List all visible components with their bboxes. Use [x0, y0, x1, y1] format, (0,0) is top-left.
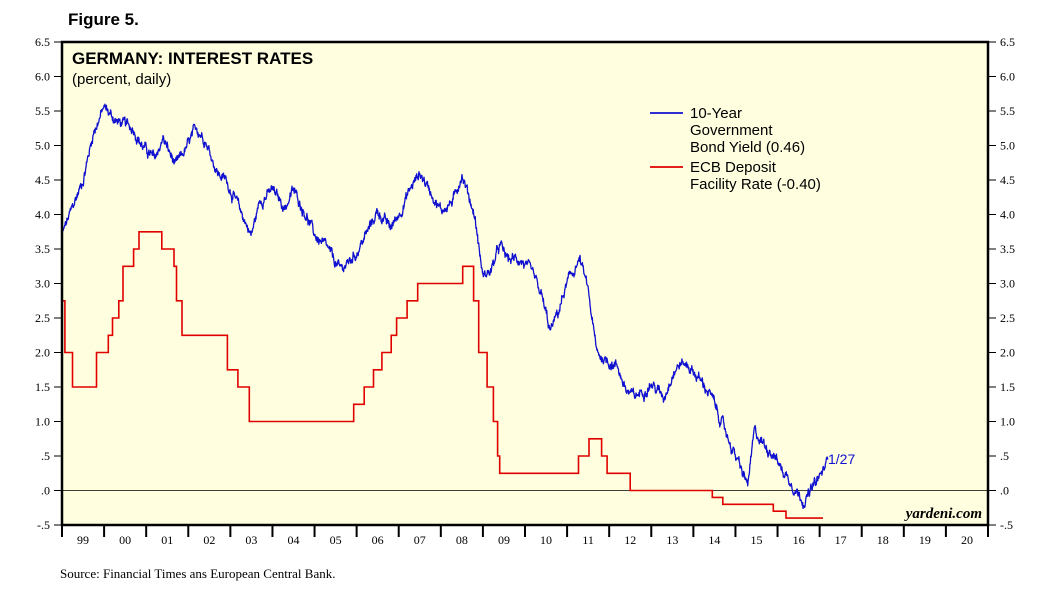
watermark: yardeni.com — [904, 506, 982, 522]
x-tick-label: 11 — [582, 533, 594, 547]
legend-label-bond-yield: 10-Year — [690, 105, 742, 122]
x-tick-label: 04 — [288, 533, 300, 547]
y-tick-label: 1.0 — [1000, 415, 1015, 429]
legend-label-ecb-rate: ECB Deposit — [690, 159, 777, 176]
x-tick-label: 02 — [203, 533, 215, 547]
x-tick-label: 19 — [919, 533, 931, 547]
y-tick-label: 3.0 — [35, 277, 50, 291]
x-axis: 99 00 01 02 03 04 05 06 07 08 09 10 11 12 13 14 15 16 17 18… — [61, 525, 989, 547]
y-tick-label: 4.0 — [1000, 208, 1015, 222]
x-tick-label: 09 — [498, 533, 510, 547]
x-tick-label: 10 — [540, 533, 552, 547]
x-tick-label: 18 — [877, 533, 889, 547]
figure-label: Figure 5. — [68, 10, 139, 29]
y-tick-label: 5.0 — [1000, 139, 1015, 153]
x-tick-label: 20 — [961, 533, 973, 547]
y-tick-label: 3.0 — [1000, 277, 1015, 291]
y-axis-left: 6.5 6.0 5.5 5.0 4.5 4.0 3.5 3.0 2.5 2.0 1.5 1.0 .5 .0… — [35, 35, 62, 532]
chart-title: GERMANY: INTEREST RATES — [72, 49, 313, 68]
x-tick-label: 06 — [372, 533, 384, 547]
x-tick-label: 15 — [751, 533, 763, 547]
y-tick-label: 2.5 — [35, 311, 50, 325]
x-tick-label: 13 — [666, 533, 678, 547]
x-tick-label: 01 — [161, 533, 173, 547]
y-tick-label: -.5 — [1000, 518, 1013, 532]
y-tick-label: 1.0 — [35, 415, 50, 429]
y-tick-label: 1.5 — [35, 380, 50, 394]
y-tick-label: 6.0 — [35, 70, 50, 84]
y-tick-label: .5 — [41, 449, 50, 463]
y-tick-label: 5.5 — [35, 104, 50, 118]
x-tick-label: 00 — [119, 533, 131, 547]
y-tick-label: 1.5 — [1000, 380, 1015, 394]
y-axis-right: 6.5 6.0 5.5 5.0 4.5 4.0 3.5 3.0 2.5 2.0 1.5 1.0 .5 .0… — [988, 35, 1015, 532]
x-tick-label: 05 — [330, 533, 342, 547]
y-tick-label: 6.0 — [1000, 70, 1015, 84]
y-tick-label: 2.0 — [35, 346, 50, 360]
y-tick-label: 2.5 — [1000, 311, 1015, 325]
y-tick-label: 2.0 — [1000, 346, 1015, 360]
y-tick-label: .5 — [1000, 449, 1009, 463]
y-tick-label: 4.5 — [1000, 173, 1015, 187]
end-value-annotation: 1/27 — [828, 451, 855, 467]
x-tick-label: 08 — [456, 533, 468, 547]
y-tick-label: 4.5 — [35, 173, 50, 187]
y-tick-label: 5.0 — [35, 139, 50, 153]
y-tick-label: 6.5 — [35, 35, 50, 49]
x-tick-label: 07 — [414, 533, 426, 547]
series-line-10yr-bond-yield — [61, 103, 829, 510]
y-tick-label: 3.5 — [35, 242, 50, 256]
legend-label-bond-yield: Government — [690, 122, 773, 139]
y-tick-label: .0 — [1000, 484, 1009, 498]
x-tick-label: 99 — [77, 533, 89, 547]
y-tick-label: 6.5 — [1000, 35, 1015, 49]
x-tick-label: 16 — [793, 533, 805, 547]
x-tick-label: 03 — [245, 533, 257, 547]
series-line-ecb-deposit-rate — [62, 231, 823, 519]
x-tick-label: 17 — [835, 533, 847, 547]
y-tick-label: -.5 — [37, 518, 50, 532]
plot-frame — [60, 40, 990, 527]
y-tick-label: 5.5 — [1000, 104, 1015, 118]
y-tick-label: 4.0 — [35, 208, 50, 222]
chart-subtitle: (percent, daily) — [72, 71, 171, 88]
plot-background — [62, 42, 988, 525]
y-tick-label: 3.5 — [1000, 242, 1015, 256]
legend-label-bond-yield: Bond Yield (0.46) — [690, 139, 805, 156]
x-tick-label: 12 — [624, 533, 636, 547]
source-note: Source: Financial Times ans European Cen… — [60, 566, 336, 581]
legend-label-ecb-rate: Facility Rate (-0.40) — [690, 176, 821, 193]
x-tick-label: 14 — [708, 533, 720, 547]
y-tick-label: .0 — [41, 484, 50, 498]
